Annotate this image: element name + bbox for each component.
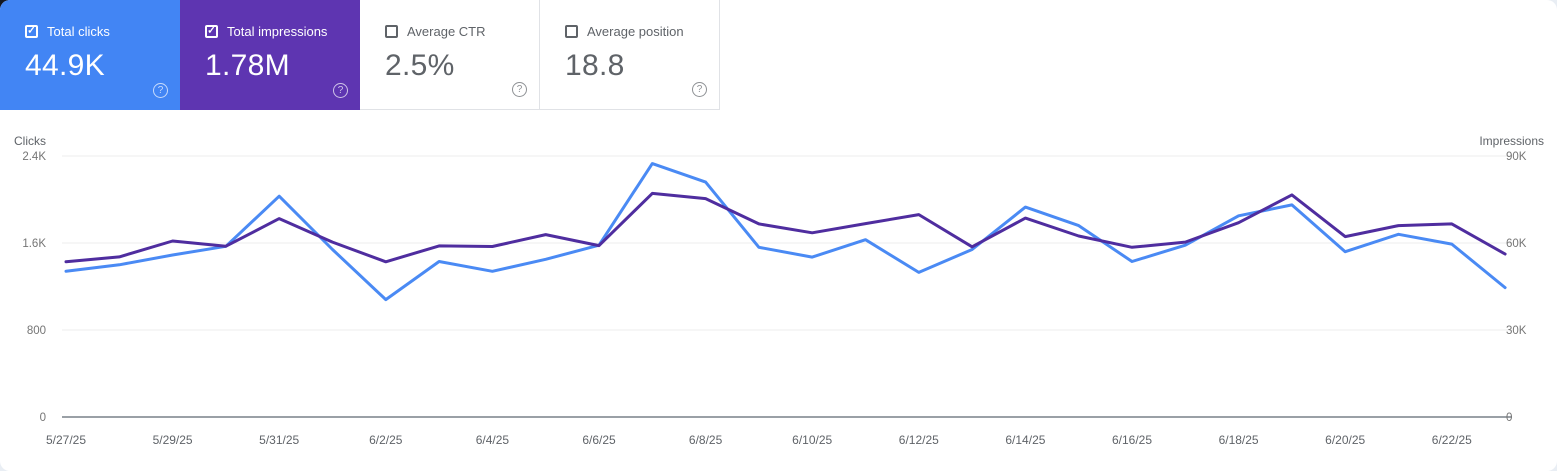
metric-card-label: Average position xyxy=(587,24,684,39)
x-axis-label: 6/10/25 xyxy=(792,433,832,447)
x-axis-label: 6/22/25 xyxy=(1432,433,1472,447)
total-impressions-checkbox[interactable]: ✓ xyxy=(205,25,218,38)
right-axis-tick: 90K xyxy=(1506,151,1527,163)
metric-card-value: 18.8 xyxy=(565,49,625,82)
metric-card-average-position[interactable]: Average position 18.8 ? xyxy=(540,0,720,110)
metric-card-value: 1.78M xyxy=(205,49,290,82)
x-axis-label: 6/12/25 xyxy=(899,433,939,447)
metric-card-header: Average position xyxy=(565,24,719,39)
metric-card-header: ✓ Total clicks xyxy=(25,24,180,39)
metric-cards-row: ✓ Total clicks 44.9K ? ✓ Total impressio… xyxy=(0,0,720,110)
x-axis-label: 6/18/25 xyxy=(1219,433,1259,447)
metric-card-average-ctr[interactable]: Average CTR 2.5% ? xyxy=(360,0,540,110)
metric-card-total-impressions[interactable]: ✓ Total impressions 1.78M ? xyxy=(180,0,360,110)
x-axis-label: 6/2/25 xyxy=(369,433,403,447)
right-axis-title: Impressions xyxy=(1479,134,1544,148)
x-axis-label: 6/6/25 xyxy=(582,433,616,447)
checkmark-icon: ✓ xyxy=(27,25,36,36)
left-axis-tick: 2.4K xyxy=(22,151,46,163)
help-icon[interactable]: ? xyxy=(153,83,168,98)
performance-chart[interactable]: 0 0 800 30K 1.6K 60K 2.4K 90K Clicks Impressions 5… xyxy=(0,130,1557,471)
x-axis-label: 5/29/25 xyxy=(153,433,193,447)
help-icon[interactable]: ? xyxy=(512,82,527,97)
metric-card-value: 2.5% xyxy=(385,49,455,82)
left-axis-tick: 800 xyxy=(27,325,46,337)
left-axis-tick: 0 xyxy=(40,412,46,424)
total-clicks-checkbox[interactable]: ✓ xyxy=(25,25,38,38)
x-axis-label: 5/31/25 xyxy=(259,433,299,447)
average-position-checkbox[interactable] xyxy=(565,25,578,38)
help-icon[interactable]: ? xyxy=(333,83,348,98)
x-axis-label: 6/14/25 xyxy=(1005,433,1045,447)
right-axis-tick: 30K xyxy=(1506,325,1527,337)
left-axis-tick: 1.6K xyxy=(22,238,46,250)
impressions-line xyxy=(64,191,1507,264)
x-axis-label: 6/8/25 xyxy=(689,433,723,447)
metric-card-total-clicks[interactable]: ✓ Total clicks 44.9K ? xyxy=(0,0,180,110)
left-axis-title: Clicks xyxy=(14,134,46,148)
x-axis-label: 6/4/25 xyxy=(476,433,510,447)
x-axis-label: 5/27/25 xyxy=(46,433,86,447)
metric-card-header: ✓ Total impressions xyxy=(205,24,360,39)
average-ctr-checkbox[interactable] xyxy=(385,25,398,38)
metric-card-header: Average CTR xyxy=(385,24,539,39)
clicks-line xyxy=(64,162,1507,302)
metric-card-label: Total impressions xyxy=(227,24,328,39)
metric-card-label: Average CTR xyxy=(407,24,486,39)
checkmark-icon: ✓ xyxy=(207,25,216,36)
x-axis-label: 6/20/25 xyxy=(1325,433,1365,447)
right-axis-tick: 0 xyxy=(1506,412,1512,424)
metric-card-label: Total clicks xyxy=(47,24,110,39)
metric-card-value: 44.9K xyxy=(25,49,105,82)
help-icon[interactable]: ? xyxy=(692,82,707,97)
x-axis-label: 6/16/25 xyxy=(1112,433,1152,447)
right-axis-tick: 60K xyxy=(1506,238,1527,250)
